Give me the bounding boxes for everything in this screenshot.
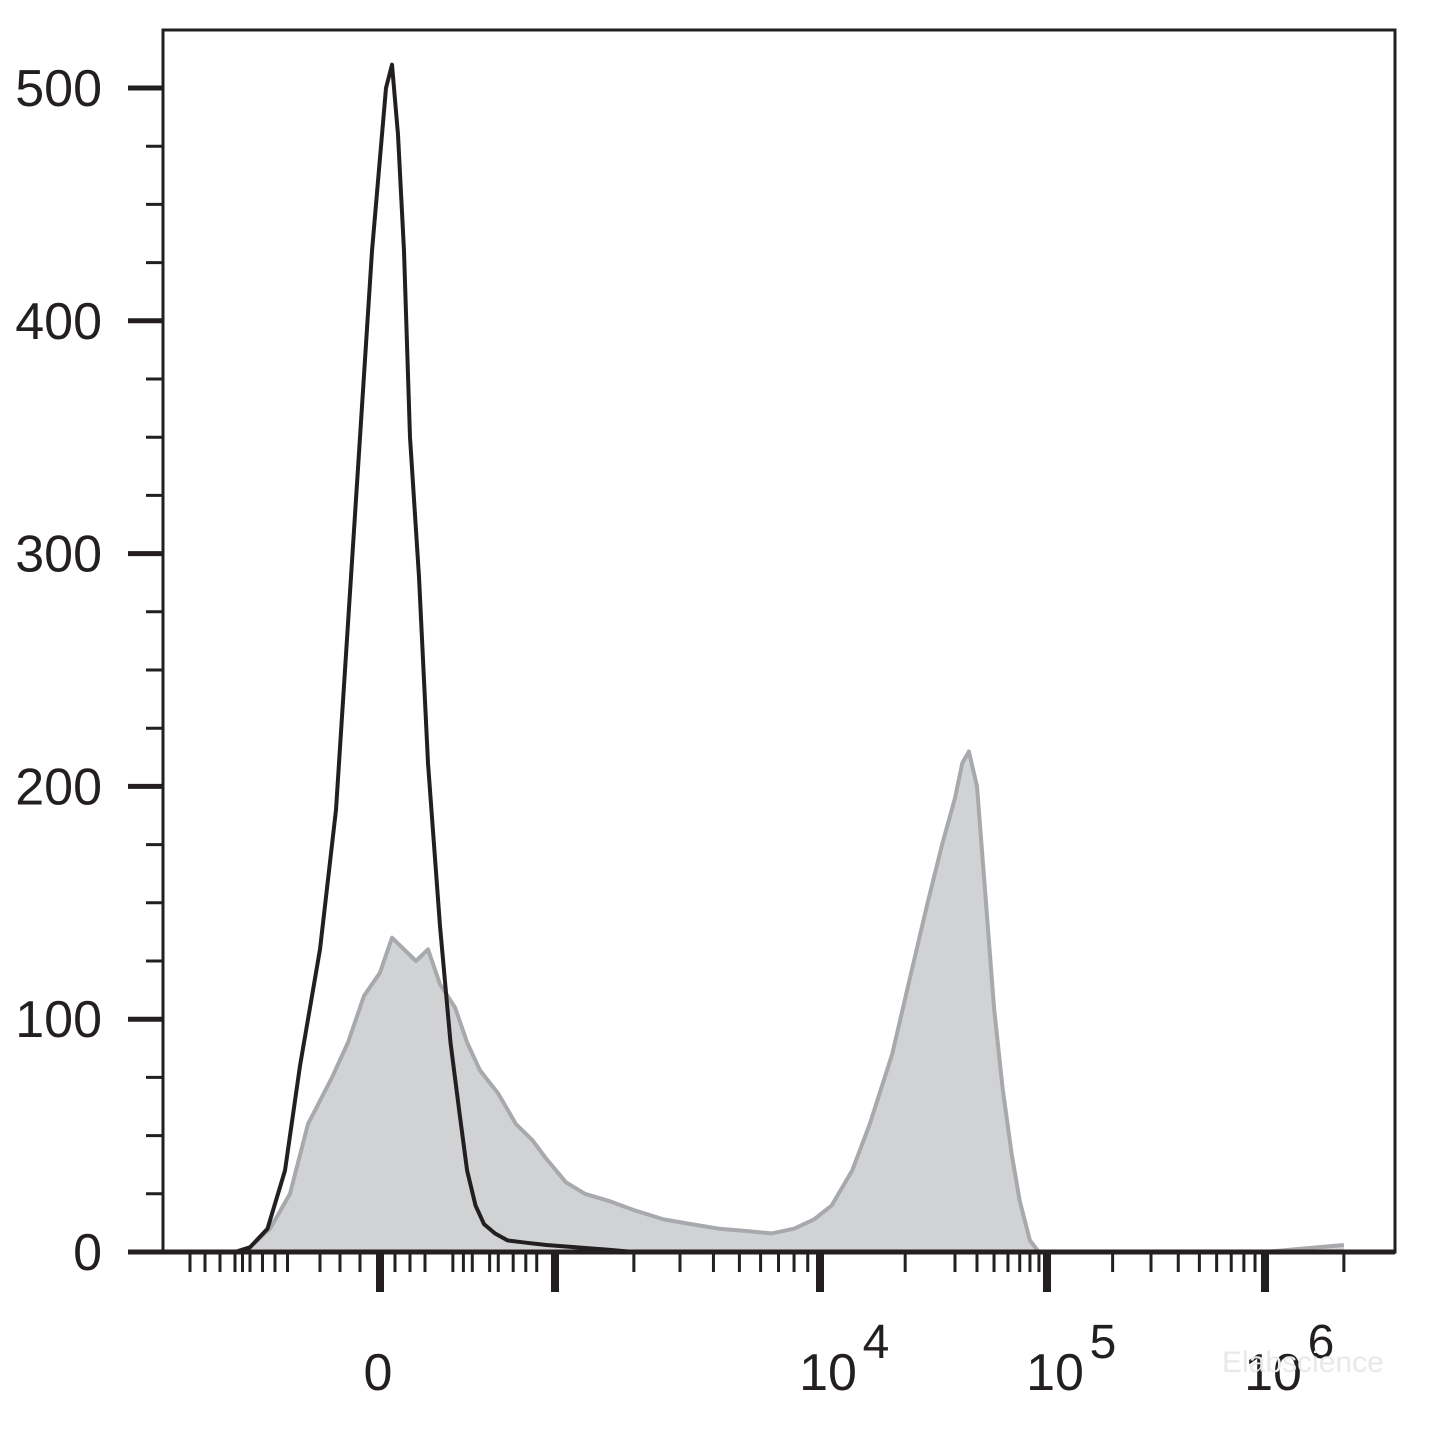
series-0-area bbox=[235, 751, 1344, 1252]
watermark-text: Elabscience bbox=[1222, 1346, 1384, 1379]
x-tick-exponent: 4 bbox=[863, 1316, 890, 1369]
y-axis: 0 100 200 300 400 500 bbox=[15, 60, 163, 1282]
series-1-line bbox=[234, 62, 1265, 1254]
y-tick-label: 100 bbox=[15, 991, 102, 1049]
x-tick-exponent: 5 bbox=[1090, 1316, 1117, 1369]
y-tick-label: 400 bbox=[15, 293, 102, 351]
y-tick-label: 300 bbox=[15, 526, 102, 584]
x-tick-base: 10 bbox=[1244, 1344, 1302, 1402]
y-tick-label: 0 bbox=[73, 1224, 102, 1282]
series-layer bbox=[234, 62, 1345, 1254]
x-tick-label: 106 bbox=[1244, 1316, 1334, 1402]
x-tick-base: 10 bbox=[799, 1344, 857, 1402]
x-tick-base: 10 bbox=[1026, 1344, 1084, 1402]
y-tick-label: 500 bbox=[15, 60, 102, 118]
x-tick-label: 0 bbox=[364, 1344, 393, 1402]
x-tick-label: 104 bbox=[799, 1316, 889, 1402]
y-tick-label: 200 bbox=[15, 758, 102, 816]
series-0-outline bbox=[234, 749, 1345, 1254]
x-tick-label: 105 bbox=[1026, 1316, 1116, 1402]
x-tick-exponent: 6 bbox=[1308, 1316, 1335, 1369]
x-tick-base: 0 bbox=[364, 1344, 393, 1402]
